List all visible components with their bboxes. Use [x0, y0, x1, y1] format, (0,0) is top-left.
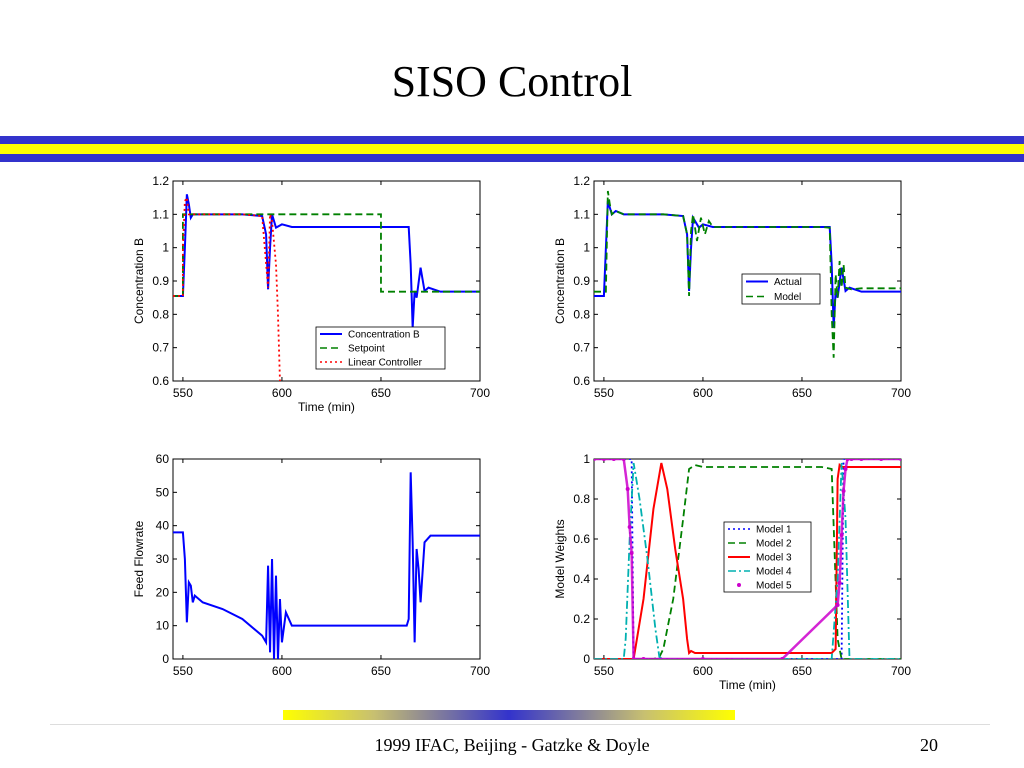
legend: Model 1 Model 2 Model 3 Model 4 Model 5 — [723, 521, 812, 593]
legend: Concentration B Setpoint Linear Controller — [315, 326, 446, 370]
y-tick-label: 1 — [583, 452, 590, 466]
x-tick-label: 650 — [792, 664, 812, 678]
y-tick-label: 1 — [583, 241, 590, 255]
legend-entry: Model 3 — [756, 553, 792, 564]
legend-box — [741, 273, 821, 305]
y-tick-label: 0.9 — [573, 274, 590, 288]
y-tick-label: 0.8 — [152, 307, 169, 321]
x-tick-label: 700 — [470, 664, 490, 678]
y-axis-label: Feed Flowrate — [132, 520, 146, 597]
legend-entry: Actual — [774, 277, 802, 288]
footer-text: 1999 IFAC, Beijing - Gatzke & Doyle — [374, 735, 650, 755]
header-stripes — [0, 136, 1024, 162]
x-tick-label: 700 — [891, 664, 911, 678]
y-axis-label: Concentration B — [553, 238, 567, 324]
legend-entry: Concentration B — [348, 330, 420, 341]
x-tick-label: 650 — [371, 664, 391, 678]
x-tick-label: 550 — [594, 386, 614, 400]
y-tick-label: 0.9 — [152, 274, 169, 288]
y-tick-label: 1.1 — [573, 207, 590, 221]
x-axis-label: Time (min) — [719, 678, 776, 692]
legend-entry: Model 4 — [756, 567, 792, 578]
x-tick-label: 600 — [693, 386, 713, 400]
legend-entry: Linear Controller — [348, 358, 423, 369]
x-tick-label: 550 — [173, 664, 193, 678]
y-tick-label: 1.2 — [573, 174, 590, 188]
y-tick-label: 0.2 — [573, 612, 590, 626]
legend-swatch — [737, 583, 741, 587]
footer-gradient-bar — [283, 710, 735, 720]
footer-rule — [50, 724, 990, 725]
series-line-setpoint — [173, 213, 480, 297]
x-tick-label: 600 — [693, 664, 713, 678]
y-tick-label: 0.7 — [152, 341, 169, 355]
y-tick-label: 60 — [156, 452, 170, 466]
y-tick-label: 0 — [162, 652, 169, 666]
y-tick-label: 0.6 — [573, 374, 590, 388]
y-tick-label: 20 — [156, 585, 170, 599]
y-tick-label: 1 — [162, 241, 169, 255]
series-group — [594, 459, 901, 659]
y-tick-label: 1.1 — [152, 207, 169, 221]
legend-entry: Model — [774, 292, 801, 303]
y-axis-label: Concentration B — [132, 238, 146, 324]
series-line-linear-controller — [173, 194, 281, 381]
series-line-concentration-b — [173, 194, 480, 328]
series-line-model-5 — [594, 459, 901, 659]
y-tick-label: 10 — [156, 619, 170, 633]
chart-bl: 550 600 650 700 0 10 20 30 40 50 60 Feed Flowrate — [132, 452, 490, 678]
plot-frame — [172, 458, 481, 660]
stripe-blue-bottom — [0, 154, 1024, 162]
legend-entry: Model 1 — [756, 525, 792, 536]
x-tick-label: 550 — [173, 386, 193, 400]
stripe-blue-top — [0, 136, 1024, 144]
x-tick-label: 700 — [470, 386, 490, 400]
chart-tr: 550 600 650 700 0.6 0.7 0.8 0.9 1 1.1 1.2 Concentra… — [553, 174, 911, 400]
series-group — [173, 472, 480, 659]
legend: Actual Model — [741, 273, 821, 305]
x-axis-label: Time (min) — [298, 400, 355, 414]
x-tick-label: 600 — [272, 386, 292, 400]
y-tick-label: 0.8 — [573, 492, 590, 506]
legend-entry: Model 2 — [756, 539, 792, 550]
page-number: 20 — [920, 735, 938, 755]
series-line-model — [594, 190, 901, 358]
y-axis-label: Model Weights — [553, 519, 567, 598]
y-tick-label: 0.4 — [573, 572, 590, 586]
series-group — [173, 194, 480, 381]
y-tick-label: 0.7 — [573, 341, 590, 355]
y-tick-label: 0 — [583, 652, 590, 666]
x-tick-label: 700 — [891, 386, 911, 400]
y-tick-label: 0.8 — [573, 307, 590, 321]
y-tick-label: 0.6 — [573, 532, 590, 546]
legend-entry: Setpoint — [348, 344, 385, 355]
y-tick-label: 0.6 — [152, 374, 169, 388]
x-tick-label: 600 — [272, 664, 292, 678]
x-tick-label: 650 — [792, 386, 812, 400]
y-tick-label: 50 — [156, 485, 170, 499]
y-tick-label: 30 — [156, 552, 170, 566]
chart-tl: 550 600 650 700 0.6 0.7 0.8 0.9 1 1.1 1.2 Time (min… — [132, 174, 490, 414]
x-tick-label: 650 — [371, 386, 391, 400]
y-tick-label: 40 — [156, 519, 170, 533]
x-tick-label: 550 — [594, 664, 614, 678]
legend-entry: Model 5 — [756, 581, 792, 592]
series-group — [594, 190, 901, 358]
series-line-model-3 — [594, 462, 901, 659]
series-line-s0 — [173, 472, 480, 659]
chart-br: 550 600 650 700 0 0.2 0.4 0.6 0.8 1 Time (min) Mode… — [553, 452, 911, 692]
y-tick-label: 1.2 — [152, 174, 169, 188]
stripe-yellow — [0, 144, 1024, 154]
slide-title: SISO Control — [391, 57, 633, 106]
